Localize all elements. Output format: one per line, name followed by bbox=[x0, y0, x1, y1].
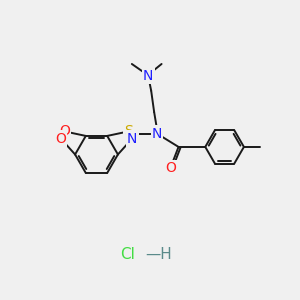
Text: Cl: Cl bbox=[120, 247, 135, 262]
Text: N: N bbox=[152, 127, 162, 140]
Text: O: O bbox=[166, 161, 176, 175]
Text: —H: —H bbox=[146, 247, 172, 262]
Text: N: N bbox=[127, 132, 137, 145]
Text: O: O bbox=[55, 132, 66, 145]
Text: N: N bbox=[143, 69, 153, 83]
Text: O: O bbox=[59, 124, 70, 139]
Text: S: S bbox=[124, 124, 133, 139]
